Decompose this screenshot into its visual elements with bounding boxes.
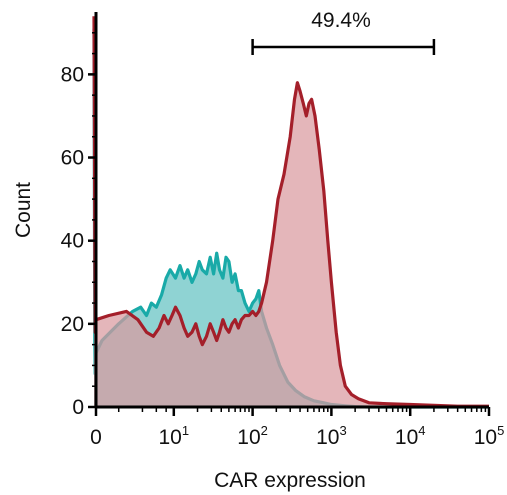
y-tick-label: 20 <box>61 313 84 336</box>
y-tick-label: 60 <box>61 147 84 170</box>
y-tick-label: 80 <box>61 63 84 86</box>
gate-percentage-label: 49.4% <box>311 9 371 32</box>
x-tick-label: 102 <box>237 423 268 449</box>
labels-group: CAR expression Count 49.4% <box>12 9 371 492</box>
series-area-1 <box>94 16 489 407</box>
y-axis-title: Count <box>12 182 35 238</box>
x-tick-label: 101 <box>159 423 190 449</box>
y-tick-label: 40 <box>61 230 84 253</box>
x-axis-title: CAR expression <box>214 469 366 492</box>
x-tick-label: 0 <box>90 426 102 449</box>
histogram-series-group <box>92 16 489 409</box>
x-tick-label: 104 <box>395 423 426 449</box>
series-area-0 <box>94 28 489 407</box>
x-tick-label: 105 <box>474 423 505 449</box>
x-tick-label: 103 <box>316 423 347 449</box>
series-line-1 <box>92 16 489 408</box>
y-tick-label: 0 <box>72 396 84 419</box>
axes-group: 0 20 40 60 80 0 101 102 103 104 105 <box>61 12 505 449</box>
